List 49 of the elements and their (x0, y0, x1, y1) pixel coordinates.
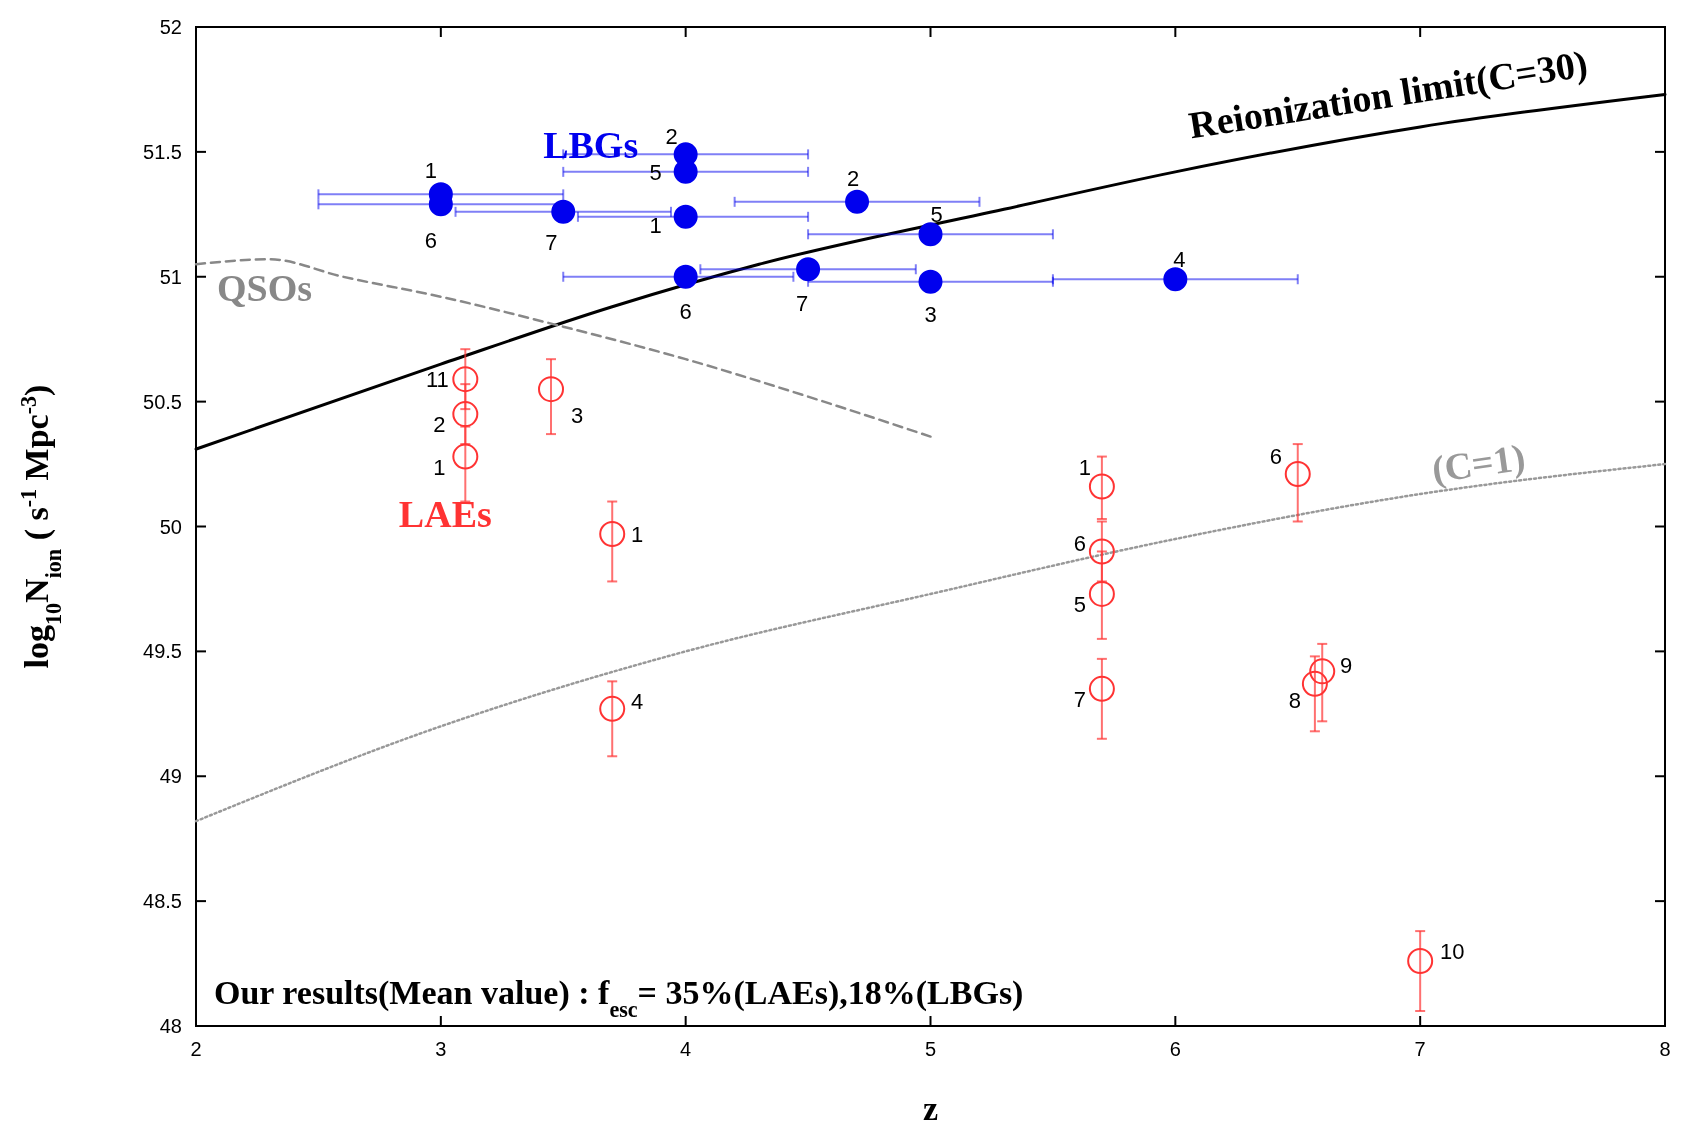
annotation: 4 (631, 688, 644, 714)
x-tick-label: 7 (1414, 1038, 1426, 1060)
y-tick-label: 51.5 (143, 140, 182, 163)
series-label: LBGs (543, 124, 639, 167)
x-tick-label: 6 (1169, 1038, 1181, 1060)
annotation: 1 (631, 521, 644, 547)
annotation: 2 (665, 124, 678, 150)
y-tick-label: 50 (159, 515, 182, 538)
text: (C=1) (1429, 435, 1528, 492)
annotation: 8 (1288, 687, 1302, 713)
annotation: 6 (1269, 444, 1282, 470)
annotation: 1 (649, 212, 662, 238)
annotation: 5 (1073, 591, 1087, 617)
y-tick-label: 49.5 (143, 640, 182, 663)
series-label: QSOs (216, 267, 312, 310)
annotation: 5 (649, 159, 662, 185)
annotation: 2 (846, 165, 860, 191)
annotation: 2 (433, 412, 446, 438)
annotation: 10 (1439, 939, 1465, 965)
annotation: 9 (1340, 653, 1353, 679)
x-tick-label: 5 (924, 1038, 937, 1060)
y-tick-label: 51 (159, 265, 182, 288)
legend-label: Reionization limit(C=30) (1186, 42, 1591, 148)
y-tick-label: 49 (159, 765, 182, 788)
annotation: 6 (424, 228, 437, 254)
x-axis-title: z (922, 1090, 939, 1127)
annotation: 3 (924, 301, 937, 327)
y-tick-label: 52 (159, 16, 182, 38)
annotation: 1 (424, 158, 437, 184)
y-tick-label: 48.5 (143, 890, 182, 913)
annotation: 5 (930, 202, 943, 228)
annotation: 1 (433, 454, 446, 480)
annotation: 7 (545, 229, 558, 255)
x-tick-label: 4 (680, 1038, 692, 1060)
annotation: Our results(Mean value) : f$_{esc}$= 35%(LAEs),18%(LBGs) (214, 974, 1024, 1022)
annotation: 4 (1173, 247, 1186, 273)
annotation: 7 (795, 291, 809, 317)
annotation: 6 (1073, 531, 1087, 557)
annotation: 6 (679, 298, 692, 324)
annotation: 11 (425, 367, 449, 393)
annotation: 7 (1073, 686, 1087, 712)
annotation: 3 (570, 403, 584, 429)
x-tick-label: 8 (1659, 1038, 1671, 1060)
y-tick-label: 48 (159, 1015, 182, 1037)
x-tick-label: 2 (190, 1038, 202, 1060)
series-label: LAEs (398, 492, 492, 535)
annotation: 1 (1078, 454, 1092, 480)
y-tick-label: 50.5 (143, 390, 182, 413)
x-tick-label: 3 (435, 1038, 447, 1060)
